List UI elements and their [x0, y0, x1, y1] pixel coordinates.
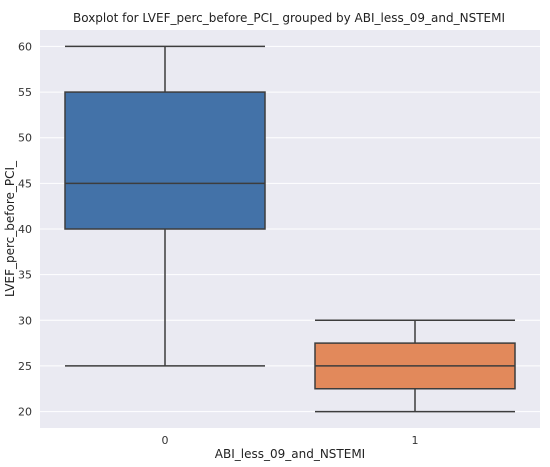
boxes	[64, 45, 516, 413]
box-group-1	[314, 319, 516, 413]
y-tick-label: 30	[18, 314, 32, 327]
y-tick-label: 50	[18, 132, 32, 145]
iqr-box	[64, 91, 266, 230]
y-tick-label: 45	[18, 177, 32, 190]
y-axis-ticks: 20 25 30 35 40 45 50 55 60	[18, 40, 32, 418]
y-tick-label: 60	[18, 40, 32, 53]
y-tick-label: 55	[18, 86, 32, 99]
box-group-0	[64, 45, 266, 367]
y-tick-label: 35	[18, 269, 32, 282]
x-axis-label: ABI_less_09_and_NSTEMI	[215, 447, 365, 461]
x-tick-label: 1	[412, 434, 419, 447]
y-tick-label: 25	[18, 360, 32, 373]
y-tick-label: 20	[18, 406, 32, 419]
x-tick-label: 0	[162, 434, 169, 447]
chart-title: Boxplot for LVEF_perc_before_PCI_ groupe…	[73, 11, 505, 25]
y-tick-label: 40	[18, 223, 32, 236]
y-axis-label: LVEF_perc_before_PCI_	[3, 160, 17, 297]
